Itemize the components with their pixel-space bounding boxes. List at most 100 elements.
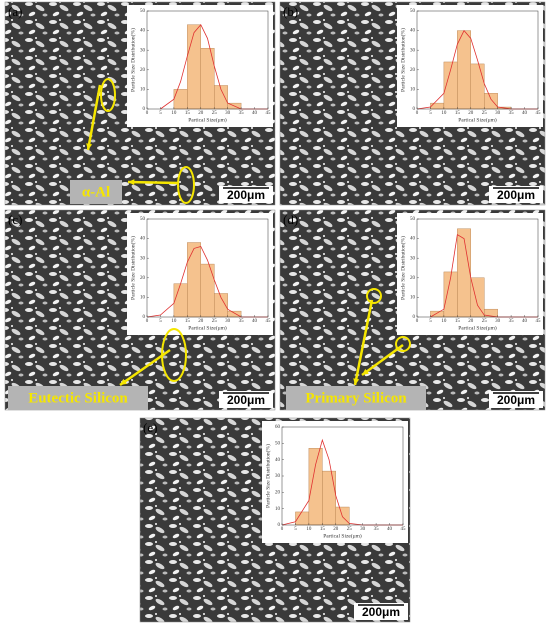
x-tick-label: 15 [320,527,326,532]
x-tick-label: 45 [266,111,272,116]
y-tick-label: 40 [275,458,281,463]
x-tick-label: 5 [159,111,162,116]
x-tick-label: 10 [441,319,447,324]
y-axis-label: Particle Size Distribution(%) [129,236,136,300]
bar [173,89,188,110]
y-tick-label: 20 [140,68,146,73]
arrow [119,348,171,387]
highlight [395,336,411,352]
x-tick-label: 30 [495,319,501,324]
x-tick-label: 0 [281,527,284,532]
x-tick-label: 10 [171,319,177,324]
y-tick-label: 0 [143,107,146,112]
bar [200,263,215,318]
y-tick-label: 40 [410,237,416,242]
arrow-head [86,143,93,150]
x-tick-label: 45 [266,319,272,324]
x-tick-label: 10 [306,527,312,532]
x-tick-label: 15 [455,111,461,116]
bar [457,228,471,318]
bar [322,470,336,526]
panel-label: (b) [283,4,298,19]
y-tick-label: 50 [275,441,281,446]
bar [470,277,485,318]
panel-label: (e) [143,420,157,435]
bar [457,30,471,110]
x-axis-label: Partical Size(μm) [323,532,362,539]
x-tick-label: 20 [468,319,474,324]
panel-label: (c) [8,212,22,227]
highlight [366,288,382,304]
x-tick-label: 25 [482,111,488,116]
y-tick-label: 50 [140,9,146,14]
plot-frame [146,10,269,110]
x-tick-label: 20 [198,319,204,324]
x-tick-label: 25 [347,527,353,532]
x-tick-label: 30 [225,111,231,116]
x-tick-label: 20 [333,527,339,532]
y-tick-label: 0 [413,315,416,320]
y-tick-label: 20 [275,490,281,495]
panel-label: (a) [8,4,22,19]
scale-bar-label: 200μm [227,188,265,202]
annotation-box [70,180,122,204]
plot-frame [416,218,539,318]
bar [187,24,201,110]
x-tick-label: 15 [455,319,461,324]
y-axis-label: Particle Size Distribution(%) [129,28,136,92]
y-tick-label: 0 [278,523,281,528]
x-tick-label: 0 [146,111,149,116]
arrow [86,84,102,151]
arrow [127,180,179,185]
fit-curve [416,29,538,110]
y-axis-label: Particle Size Distribution(%) [264,444,271,508]
arrow-head [120,378,127,385]
arrow-head [362,368,369,375]
x-tick-label: 40 [252,111,258,116]
x-tick-label: 40 [522,319,528,324]
x-tick-label: 5 [429,111,432,116]
bar [173,283,188,318]
x-tick-label: 45 [536,111,542,116]
x-tick-label: 15 [185,319,191,324]
x-tick-label: 5 [159,319,162,324]
scale-bar-label: 200μm [497,393,535,407]
y-tick-label: 0 [143,315,146,320]
y-tick-label: 30 [140,256,146,261]
x-tick-label: 25 [212,319,218,324]
arrow-head [353,378,360,385]
x-axis-label: Partical Size(μm) [458,116,497,123]
annotation: Primary Silicon [305,390,407,406]
scale-bar-box [354,603,408,620]
y-tick-label: 30 [410,48,416,53]
y-tick-label: 30 [275,474,281,479]
x-axis-label: Partical Size(μm) [458,324,497,331]
scale-bar-box [489,186,543,203]
y-tick-label: 20 [410,276,416,281]
bar [484,93,498,110]
bar [187,242,201,318]
y-tick-label: 30 [410,256,416,261]
x-tick-label: 25 [212,111,218,116]
x-tick-label: 35 [509,319,515,324]
x-tick-label: 15 [185,111,191,116]
y-tick-label: 10 [410,296,416,301]
y-tick-label: 50 [140,217,146,222]
bar [470,63,485,110]
x-tick-label: 5 [429,319,432,324]
scale-bar-label: 200μm [227,393,265,407]
highlight [100,78,116,112]
x-tick-label: 40 [522,111,528,116]
y-tick-label: 10 [275,507,281,512]
annotation: α-Al [82,184,110,200]
x-tick-label: 0 [146,319,149,324]
x-tick-label: 0 [416,319,419,324]
bar [308,448,323,526]
x-tick-label: 40 [387,527,393,532]
scale-bar-box [219,391,273,408]
scale-bar-label: 200μm [362,605,400,619]
y-tick-label: 50 [410,9,416,14]
x-axis-label: Partical Size(μm) [188,324,227,331]
x-tick-label: 10 [171,111,177,116]
x-tick-label: 10 [441,111,447,116]
